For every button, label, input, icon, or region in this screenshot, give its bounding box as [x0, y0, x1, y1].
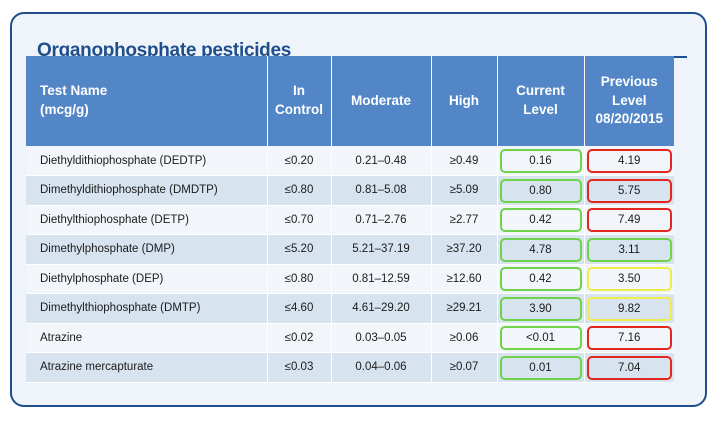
header-current-line2: Level [523, 102, 558, 117]
test-name-cell: Atrazine mercapturate [26, 352, 268, 383]
moderate-cell: 0.21–0.48 [331, 146, 432, 176]
previous-level-badge: 7.04 [586, 355, 672, 380]
high-cell: ≥0.07 [431, 352, 498, 383]
previous-level-cell: 7.49 [584, 205, 674, 235]
moderate-cell: 0.81–12.59 [331, 264, 432, 294]
in-control-cell: ≤0.20 [267, 146, 332, 176]
current-level-cell: 0.01 [497, 352, 585, 383]
previous-level-badge: 7.16 [586, 326, 672, 351]
high-cell: ≥0.06 [431, 323, 498, 353]
current-level-badge: 0.42 [499, 208, 582, 233]
moderate-cell: 0.04–0.06 [331, 352, 432, 383]
in-control-cell: ≤4.60 [267, 293, 332, 324]
pesticide-results-table: Test Name (mcg/g) In Control Moderate Hi… [26, 56, 674, 383]
previous-level-cell: 3.11 [584, 234, 674, 265]
current-level-badge: 0.80 [499, 178, 582, 203]
current-level-badge: 0.01 [499, 355, 582, 380]
section-title: Organophosphate pesticides [37, 40, 292, 61]
test-name-cell: Diethylphosphate (DEP) [26, 264, 268, 294]
header-previous-line1: Previous [600, 73, 658, 89]
table-row: Dimethyldithiophosphate (DMDTP) ≤0.80 0.81… [26, 175, 674, 206]
current-level-cell: 0.80 [497, 175, 585, 206]
table-row: Dimethylphosphate (DMP) ≤5.20 5.21–37.19 ≥3… [26, 234, 674, 265]
high-cell: ≥5.09 [431, 175, 498, 206]
previous-level-cell: 7.16 [584, 323, 674, 353]
header-high: High [431, 56, 498, 146]
test-name-cell: Diethyldithiophosphate (DEDTP) [26, 146, 268, 176]
current-level-badge: 0.42 [499, 267, 582, 292]
header-in-control-line1: In [293, 83, 305, 99]
table-row: Diethylphosphate (DEP) ≤0.80 0.81–12.59 ≥12… [26, 264, 674, 294]
header-test-name-unit: (mcg/g) [40, 102, 89, 117]
previous-level-badge: 3.50 [586, 267, 672, 292]
header-high-label: High [449, 92, 479, 108]
table-row: Atrazine ≤0.02 0.03–0.05 ≥0.06 <0.01 7.16 [26, 323, 674, 353]
test-name-cell: Atrazine [26, 323, 268, 353]
header-previous-level: Previous Level 08/20/2015 [584, 56, 674, 146]
moderate-cell: 0.71–2.76 [331, 205, 432, 235]
current-level-badge: 0.16 [499, 149, 582, 173]
header-previous-date: 08/20/2015 [595, 111, 664, 127]
table-row: Diethylthiophosphate (DETP) ≤0.70 0.71–2.7… [26, 205, 674, 235]
header-test-name-label: Test Name [40, 83, 108, 99]
table-row: Dimethylthiophosphate (DMTP) ≤4.60 4.61–29… [26, 293, 674, 324]
header-moderate-label: Moderate [350, 92, 411, 108]
previous-level-cell: 5.75 [584, 175, 674, 206]
previous-level-cell: 7.04 [584, 352, 674, 383]
in-control-cell: ≤5.20 [267, 234, 332, 265]
in-control-cell: ≤0.80 [267, 264, 332, 294]
previous-level-badge: 5.75 [586, 178, 672, 203]
current-level-cell: 0.42 [497, 264, 585, 294]
current-level-cell: 0.42 [497, 205, 585, 235]
header-current-level: Current Level [497, 56, 585, 146]
high-cell: ≥2.77 [431, 205, 498, 235]
header-current-line1: Current [516, 83, 565, 99]
current-level-badge: <0.01 [499, 326, 582, 351]
current-level-badge: 4.78 [499, 237, 582, 262]
high-cell: ≥12.60 [431, 264, 498, 294]
moderate-cell: 5.21–37.19 [331, 234, 432, 265]
table-header-row: Test Name (mcg/g) In Control Moderate Hi… [26, 56, 674, 146]
high-cell: ≥0.49 [431, 146, 498, 176]
moderate-cell: 4.61–29.20 [331, 293, 432, 324]
current-level-cell: 0.16 [497, 146, 585, 176]
current-level-cell: 3.90 [497, 293, 585, 324]
current-level-cell: <0.01 [497, 323, 585, 353]
test-name-cell: Dimethyldithiophosphate (DMDTP) [26, 175, 268, 206]
header-in-control: In Control [267, 56, 332, 146]
previous-level-badge: 9.82 [586, 296, 672, 321]
test-name-cell: Dimethylphosphate (DMP) [26, 234, 268, 265]
test-name-cell: Diethylthiophosphate (DETP) [26, 205, 268, 235]
previous-level-cell: 4.19 [584, 146, 674, 176]
previous-level-badge: 4.19 [586, 149, 672, 173]
test-name-cell: Dimethylthiophosphate (DMTP) [26, 293, 268, 324]
moderate-cell: 0.03–0.05 [331, 323, 432, 353]
header-previous-line2: Level [611, 92, 647, 108]
previous-level-badge: 7.49 [586, 208, 672, 233]
table-row: Atrazine mercapturate ≤0.03 0.04–0.06 ≥0.07… [26, 352, 674, 383]
in-control-cell: ≤0.03 [267, 352, 332, 383]
previous-level-cell: 9.82 [584, 293, 674, 324]
current-level-cell: 4.78 [497, 234, 585, 265]
moderate-cell: 0.81–5.08 [331, 175, 432, 206]
table-body: Diethyldithiophosphate (DEDTP) ≤0.20 0.21–… [26, 146, 674, 383]
high-cell: ≥29.21 [431, 293, 498, 324]
header-moderate: Moderate [331, 56, 432, 146]
table-row: Diethyldithiophosphate (DEDTP) ≤0.20 0.21–… [26, 146, 674, 176]
header-in-control-line2: Control [275, 102, 323, 117]
in-control-cell: ≤0.02 [267, 323, 332, 353]
header-test-name: Test Name (mcg/g) [26, 56, 268, 146]
in-control-cell: ≤0.70 [267, 205, 332, 235]
previous-level-badge: 3.11 [586, 237, 672, 262]
high-cell: ≥37.20 [431, 234, 498, 265]
previous-level-cell: 3.50 [584, 264, 674, 294]
current-level-badge: 3.90 [499, 296, 582, 321]
in-control-cell: ≤0.80 [267, 175, 332, 206]
